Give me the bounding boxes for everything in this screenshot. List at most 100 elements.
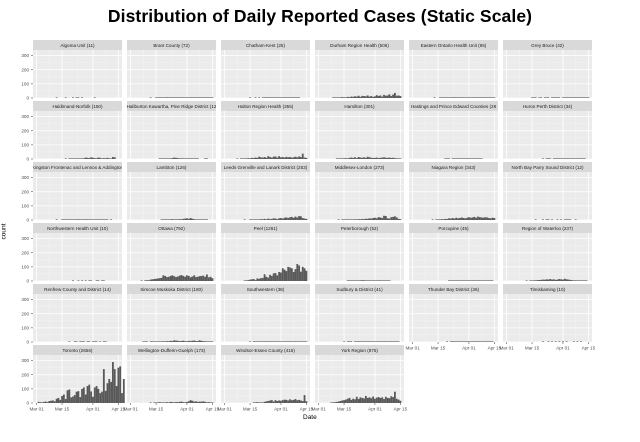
- bar: [468, 217, 470, 220]
- bar: [386, 397, 389, 403]
- bar: [265, 219, 268, 220]
- bar: [346, 280, 349, 281]
- bar: [451, 218, 454, 220]
- bar: [198, 97, 201, 98]
- bar: [484, 280, 487, 281]
- bar: [270, 218, 273, 220]
- facet-label: Leeds Grenville and Lanark District (253…: [224, 165, 308, 170]
- bar: [292, 341, 295, 342]
- facet-strip: [221, 40, 310, 50]
- bar: [469, 280, 472, 281]
- bar: [155, 278, 157, 281]
- bar: [455, 217, 458, 220]
- bar: [394, 341, 396, 342]
- bar: [583, 280, 586, 281]
- bar: [158, 402, 161, 403]
- bar: [576, 280, 579, 281]
- bar: [153, 402, 156, 403]
- bar: [484, 97, 487, 98]
- bar: [289, 341, 291, 342]
- facet-panel: Northwestern Health Unit (10) 0 100 200 300: [21, 223, 122, 284]
- bar: [301, 218, 304, 220]
- bar: [195, 97, 197, 98]
- bar: [81, 158, 83, 159]
- bar: [390, 396, 393, 403]
- bar: [383, 341, 385, 342]
- bar: [386, 280, 389, 281]
- bar: [92, 219, 94, 220]
- bar: [392, 94, 395, 98]
- bar: [374, 96, 376, 98]
- bar: [554, 97, 557, 98]
- bar: [531, 280, 533, 281]
- bar: [112, 362, 114, 403]
- bar: [569, 158, 572, 159]
- bar: [372, 218, 375, 220]
- bar: [348, 97, 351, 98]
- bar: [193, 340, 196, 342]
- bar: [303, 218, 306, 220]
- bar: [585, 280, 588, 281]
- bar: [567, 279, 570, 281]
- y-tick-label: 300: [21, 297, 29, 302]
- bar: [364, 280, 367, 281]
- bar: [99, 219, 102, 220]
- bar: [366, 341, 369, 342]
- bar: [187, 158, 190, 159]
- bar: [176, 276, 179, 281]
- chart-title: Distribution of Daily Reported Cases (St…: [107, 6, 533, 26]
- y-tick-label: 100: [21, 386, 29, 391]
- bar: [437, 219, 439, 220]
- bar: [281, 400, 284, 403]
- bar: [386, 157, 389, 159]
- bar: [482, 217, 485, 220]
- bar: [272, 218, 275, 220]
- x-tick-label: Apr 15: [394, 407, 408, 412]
- bar: [388, 218, 391, 220]
- bar: [206, 219, 208, 220]
- bar: [182, 275, 185, 281]
- bar: [442, 97, 445, 98]
- bar: [298, 341, 301, 342]
- bar: [350, 219, 353, 220]
- bar: [384, 396, 387, 403]
- bar: [202, 341, 205, 342]
- bar: [155, 97, 157, 98]
- bar: [471, 280, 474, 281]
- bar: [305, 341, 308, 342]
- bar: [480, 97, 483, 98]
- bar: [162, 158, 165, 159]
- bar: [101, 280, 103, 281]
- bar: [146, 341, 148, 342]
- bar: [187, 340, 190, 342]
- bar: [372, 280, 375, 281]
- bar: [247, 280, 250, 281]
- bar: [104, 341, 107, 342]
- bar: [388, 398, 391, 403]
- facet-panel: Southwestern (38): [221, 284, 310, 343]
- bar: [258, 156, 261, 159]
- bar: [269, 400, 271, 403]
- bar: [276, 157, 279, 159]
- bar: [355, 341, 358, 342]
- bar: [466, 97, 469, 98]
- bar: [164, 275, 167, 281]
- bar: [576, 97, 579, 98]
- bar: [368, 280, 371, 281]
- bar: [383, 157, 385, 159]
- bar: [388, 341, 391, 342]
- bar: [491, 341, 494, 342]
- bar: [354, 219, 356, 220]
- bar: [193, 97, 196, 98]
- bar: [144, 341, 147, 342]
- bar: [549, 279, 552, 281]
- bar: [341, 219, 344, 220]
- bar: [64, 158, 67, 159]
- bar: [377, 158, 380, 159]
- bar: [267, 156, 270, 159]
- bar: [350, 96, 353, 98]
- facet-label: Region of Waterloo (237): [522, 226, 574, 231]
- bar: [301, 401, 304, 403]
- bar: [146, 280, 148, 281]
- bar: [298, 265, 301, 281]
